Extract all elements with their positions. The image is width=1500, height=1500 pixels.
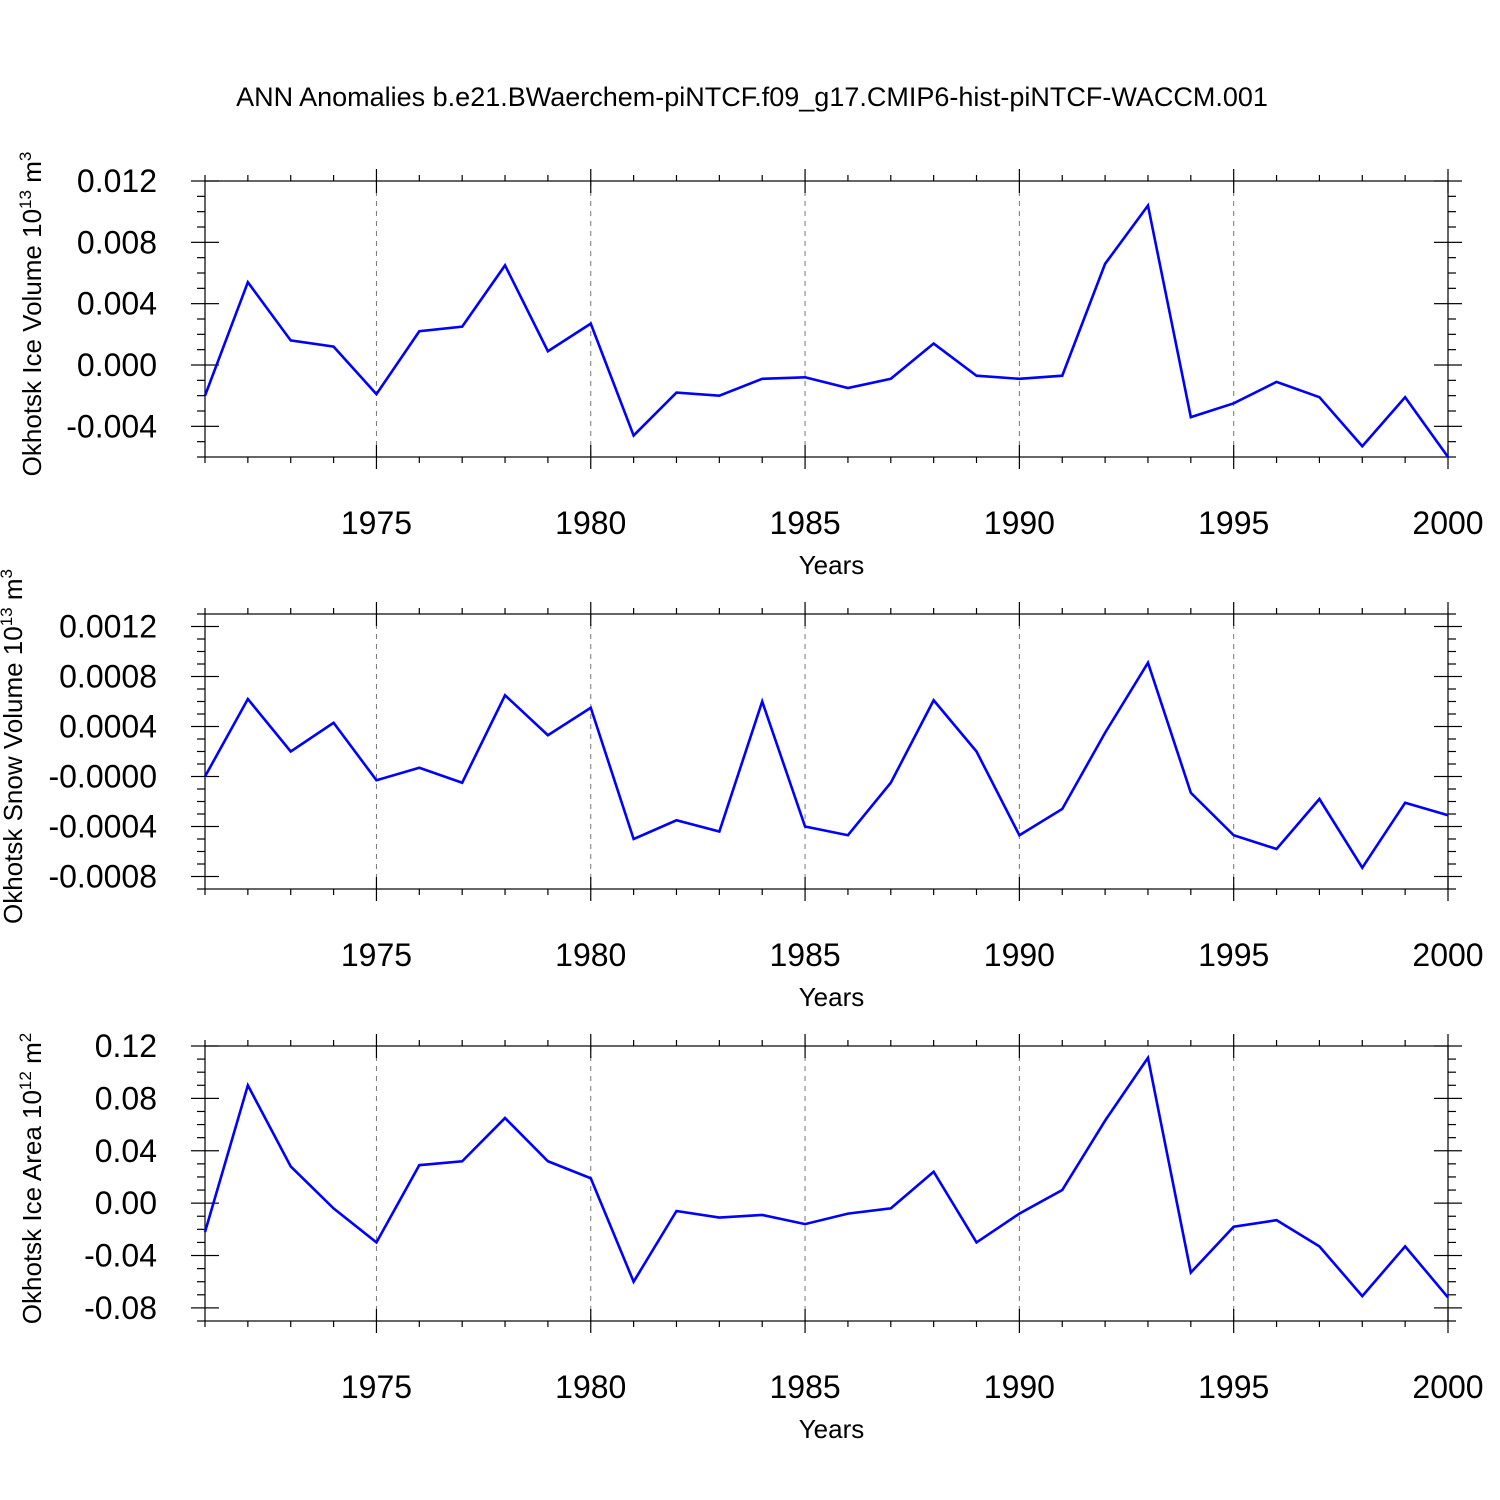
x-tick-label: 2000 (1412, 1369, 1483, 1405)
y-tick-label: 0.08 (95, 1080, 157, 1116)
y-tick-label: 0.0012 (59, 609, 157, 645)
y-tick-label: 0.00 (95, 1185, 157, 1221)
x-axis-label: Years (799, 982, 865, 1012)
data-series-line (203, 202, 1450, 458)
x-tick-label: 1990 (984, 937, 1055, 973)
data-series-line (203, 1054, 1449, 1299)
x-axis-label: Years (799, 1414, 865, 1444)
x-tick-label: 1980 (555, 1369, 626, 1405)
x-tick-label: 1985 (769, 1369, 840, 1405)
panel-3: 0.12 0.08 0.04 0.00 -0.04 -0.08 1975 1980 1985 19… (16, 1028, 1484, 1444)
y-axis-label: Okhotsk Ice Area 1012 m2 (16, 1033, 47, 1324)
x-tick-label: 2000 (1412, 505, 1483, 541)
x-tick-label: 2000 (1412, 937, 1483, 973)
y-tick-label: 0.000 (77, 347, 157, 383)
y-tick-label: -0.0004 (48, 809, 157, 845)
x-tick-label: 1995 (1198, 937, 1269, 973)
y-tick-label: -0.08 (84, 1290, 157, 1326)
x-tick-label: 1995 (1198, 505, 1269, 541)
y-tick-label: 0.004 (77, 286, 157, 322)
x-axis-label: Years (799, 550, 865, 580)
y-tick-label: -0.04 (84, 1238, 157, 1274)
y-axis-label: Okhotsk Snow Volume 1013 m3 (0, 569, 28, 924)
y-tick-label: -0.004 (66, 408, 157, 444)
x-tick-label: 1995 (1198, 1369, 1269, 1405)
x-tick-label: 1990 (984, 1369, 1055, 1405)
y-axis-label: Okhotsk Ice Volume 1013 m3 (16, 152, 47, 477)
panel-2: 0.0012 0.0008 0.0004 -0.0000 -0.0004 -0.0008 1… (0, 569, 1484, 1012)
y-tick-label: -0.0000 (48, 759, 157, 795)
x-tick-label: 1985 (769, 505, 840, 541)
x-tick-label: 1975 (341, 1369, 412, 1405)
x-tick-label: 1980 (555, 937, 626, 973)
x-tick-label: 1975 (341, 937, 412, 973)
y-tick-label: 0.0008 (59, 659, 157, 695)
y-tick-label: 0.12 (95, 1028, 157, 1064)
x-tick-label: 1980 (555, 505, 626, 541)
plot-frame (204, 1045, 1449, 1322)
chart-title: ANN Anomalies b.e21.BWaerchem-piNTCF.f09… (236, 82, 1268, 112)
y-tick-label: 0.012 (77, 163, 157, 199)
plot-frame (204, 613, 1449, 890)
x-tick-label: 1985 (769, 937, 840, 973)
panel-1: 0.012 0.008 0.004 0.000 -0.004 1975 1980 1985 19… (16, 152, 1484, 580)
plot-frame (204, 180, 1449, 458)
y-tick-label: 0.04 (95, 1133, 157, 1169)
data-series-line (203, 659, 1449, 871)
y-tick-label: 0.008 (77, 224, 157, 260)
y-tick-label: 0.0004 (59, 709, 157, 745)
y-tick-label: -0.0008 (48, 859, 157, 895)
x-tick-label: 1990 (984, 505, 1055, 541)
x-tick-label: 1975 (341, 505, 412, 541)
